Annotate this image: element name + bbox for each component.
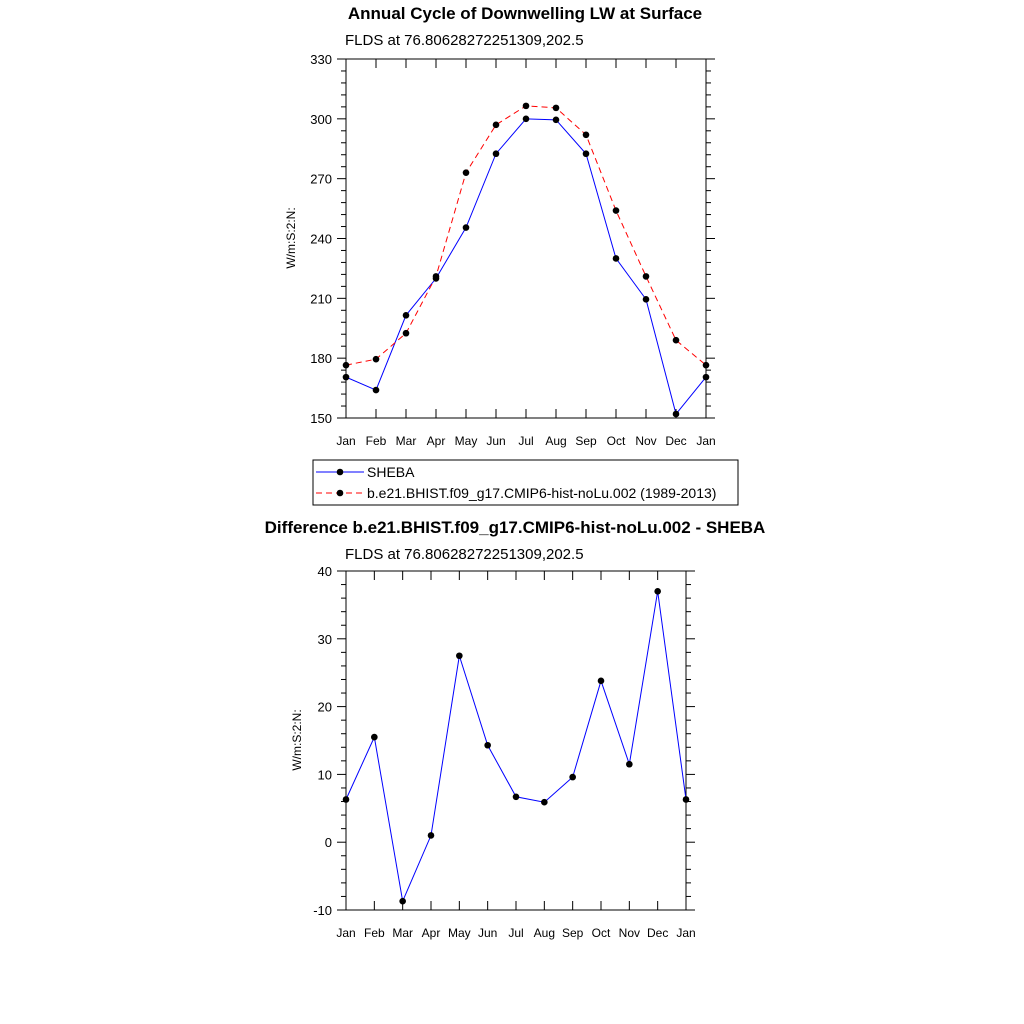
chart2-series-0-point (597, 677, 605, 685)
chart2-ytick-label: 0 (325, 835, 332, 850)
chart1-title: Annual Cycle of Downwelling LW at Surfac… (348, 4, 702, 23)
chart1-series-0-point (612, 255, 620, 262)
chart1-xtick-label: Jan (696, 434, 715, 448)
chart2-xtick-label: Jan (336, 926, 355, 940)
chart1-series-1-point (462, 169, 470, 176)
chart1-series-0-point (342, 373, 350, 381)
chart2-xtick-label: Feb (364, 926, 385, 940)
chart2-series-0-point (484, 741, 491, 749)
chart2-xtick-label: Mar (392, 926, 413, 940)
chart2-ytick-label: -10 (313, 903, 332, 918)
chart1-ytick-label: 240 (310, 232, 332, 247)
chart1-ytick-label: 210 (310, 291, 332, 306)
chart1-frame (345, 58, 707, 419)
chart1-series-1-point (552, 104, 560, 112)
chart2-xtick-label: Jan (676, 926, 695, 940)
legend-label-sheba: SHEBA (367, 464, 415, 480)
chart1-series-1-point (372, 355, 380, 363)
chart2-series-0-point (399, 897, 406, 905)
chart1-xtick-label: Jun (486, 434, 505, 448)
chart2-xtick-label: Jul (508, 926, 523, 940)
chart2-xtick-label: Dec (647, 926, 668, 940)
chart1-xtick-label: Mar (396, 434, 417, 448)
chart2-series-0-point (456, 652, 463, 660)
chart2-xtick-label: Apr (422, 926, 441, 940)
chart2-xtick-label: Oct (592, 926, 611, 940)
chart2-series-0-point (682, 796, 690, 803)
chart1-xtick-label: Aug (545, 434, 566, 448)
chart1-ytick-label: 150 (310, 411, 332, 426)
chart2-xtick-label: Sep (562, 926, 584, 940)
chart2-ytick-label: 20 (318, 700, 332, 715)
chart2-series-0-point (654, 588, 661, 595)
legend-marker-sheba (336, 468, 344, 476)
chart1-xtick-label: Jul (518, 434, 533, 448)
chart1-series-0-point (672, 410, 680, 418)
legend-label-model: b.e21.BHIST.f09_g17.CMIP6-hist-noLu.002 … (367, 485, 716, 501)
chart2-subtitle: FLDS at 76.80628272251309,202.5 (345, 546, 584, 563)
chart2-series-0-point (427, 832, 435, 839)
chart1-xtick-label: May (455, 434, 478, 448)
chart1-series-1-point (342, 361, 350, 369)
chart2-ytick-label: 40 (318, 564, 332, 579)
chart1-ytick-label: 180 (310, 351, 332, 366)
chart1-series-0-point (492, 150, 500, 158)
chart2-series-0-point (342, 796, 350, 803)
chart1-series-0-point (642, 296, 650, 303)
chart1-xtick-label: Apr (427, 434, 446, 448)
chart2-series-0-point (371, 733, 378, 741)
chart2-ytick-label: 10 (318, 767, 332, 782)
chart1-series-1-point (432, 273, 440, 280)
chart1-series-0-point (462, 224, 470, 231)
chart1-series-0-point (372, 386, 380, 394)
chart1-xtick-label: Oct (607, 434, 626, 448)
chart2-series-0-point (541, 798, 548, 806)
chart2-ylabel: W/m:S:2:N: (290, 709, 304, 770)
chart1-series-1-point (672, 336, 680, 344)
chart1-ytick-label: 270 (310, 172, 332, 187)
chart1-series-0-point (582, 150, 590, 158)
chart2-plot-area: Jan Feb Mar Apr May Jun Jul Aug Sep Oct Nov Dec Jan-… (313, 564, 695, 940)
chart2-series-0-point (626, 760, 633, 768)
chart1-xtick-label: Sep (575, 434, 597, 448)
chart2-title: Difference b.e21.BHIST.f09_g17.CMIP6-his… (265, 518, 766, 537)
chart1-series-0-point (522, 115, 530, 123)
chart1-series-0-line (345, 118, 707, 416)
chart2-series-0-point (512, 793, 520, 801)
chart1-subtitle: FLDS at 76.80628272251309,202.5 (345, 32, 584, 49)
chart2-ytick-label: 30 (318, 632, 332, 647)
chart1-series-0-point (402, 311, 410, 319)
chart1-series-1-point (582, 131, 590, 139)
legend-marker-model (336, 489, 344, 497)
chart1-xtick-label: Jan (336, 434, 355, 448)
chart1-series-1-point (612, 207, 620, 214)
chart2-xtick-label: Jun (478, 926, 497, 940)
chart1-series-1-point (642, 273, 650, 280)
chart1-ylabel: W/m:S:2:N: (284, 207, 298, 268)
chart1-series-1-point (522, 102, 530, 110)
chart2-xtick-label: Aug (534, 926, 555, 940)
chart2-xtick-label: May (448, 926, 471, 940)
chart1-series-1-point (702, 361, 710, 369)
chart1-series-1-point (402, 329, 410, 337)
chart2-frame (345, 570, 687, 911)
chart1-legend: SHEBA b.e21.BHIST.f09_g17.CMIP6-hist-noL… (312, 459, 739, 506)
chart1-ytick-label: 300 (310, 112, 332, 127)
legend-box (312, 459, 739, 506)
chart1-xtick-label: Feb (366, 434, 387, 448)
chart1-series-1-line (345, 105, 707, 366)
chart1-series-0-point (552, 116, 560, 124)
chart1-series-0-point (702, 373, 710, 381)
chart1-series-1-point (492, 121, 500, 129)
chart2-series-0-point (569, 773, 576, 781)
chart1-xtick-label: Dec (665, 434, 686, 448)
chart2-series-0-line (345, 591, 687, 903)
chart1-xtick-label: Nov (635, 434, 656, 448)
chart1-ytick-label: 330 (310, 52, 332, 67)
chart2-xtick-label: Nov (619, 926, 640, 940)
chart1-plot-area: Jan Feb Mar Apr May Jun Jul Aug Sep Oct Nov Dec Jan 1… (310, 52, 715, 448)
